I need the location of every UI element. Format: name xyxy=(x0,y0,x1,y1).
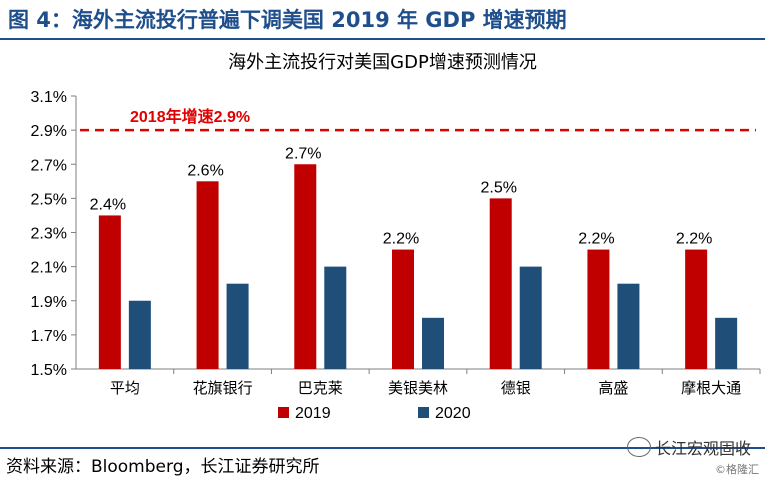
legend-2020-label: 2020 xyxy=(435,405,471,422)
data-label-2019: 2.6% xyxy=(187,162,223,179)
bar-2019 xyxy=(98,215,121,369)
watermark-sub: ©格隆汇 xyxy=(715,463,759,476)
bar-2020 xyxy=(128,300,151,369)
title-divider xyxy=(0,38,765,40)
y-tick-label: 1.7% xyxy=(31,328,67,345)
x-tick-label: 高盛 xyxy=(598,380,628,397)
y-tick-label: 3.1% xyxy=(31,89,67,106)
y-tick-label: 2.3% xyxy=(31,226,67,243)
watermark-text: 长江宏观固收 xyxy=(654,439,751,458)
bar-2020 xyxy=(226,283,249,369)
data-label-2019: 2.2% xyxy=(383,231,419,248)
bar-2019 xyxy=(392,249,414,369)
legend-2019-swatch xyxy=(278,407,289,418)
bar-2019 xyxy=(196,181,219,369)
chart-legend: 2019 2020 xyxy=(278,405,471,422)
chart-title: 海外主流投行对美国GDP增速预测情况 xyxy=(228,52,537,73)
legend-2019-label: 2019 xyxy=(295,405,331,422)
watermark: 长江宏观固收 xyxy=(626,435,751,459)
data-label-2019: 2.2% xyxy=(578,231,614,248)
data-label-2019: 2.5% xyxy=(480,179,516,196)
y-tick-label: 2.1% xyxy=(31,260,67,277)
x-tick-label: 美银美林 xyxy=(388,380,448,397)
bar-2020 xyxy=(715,317,738,369)
wechat-icon xyxy=(626,437,651,457)
data-label-2019: 2.4% xyxy=(90,196,126,213)
y-tick-label: 1.5% xyxy=(31,362,67,379)
chart-labels: 2.4% 2.6% 2.7% 2.2% 2.5% 2.2% 2.2% xyxy=(90,145,713,247)
x-tick-label: 巴克莱 xyxy=(298,380,343,397)
x-tick-label: 平均 xyxy=(110,380,140,397)
x-tick-label: 摩根大通 xyxy=(681,379,741,397)
bar-2019 xyxy=(294,164,317,369)
chart-axes: 1.5% 1.7% 1.9% 2.1% 2.3% 2.5% 2.7% 2.9% 3.1% 平均 花旗… xyxy=(31,89,761,397)
y-tick-label: 1.9% xyxy=(31,294,67,311)
reference-line-group: 2018年增速2.9% xyxy=(80,107,756,132)
source-note: 资料来源：Bloomberg，长江证券研究所 xyxy=(6,457,320,477)
y-tick-label: 2.7% xyxy=(31,157,67,174)
legend-2020-swatch xyxy=(418,407,429,418)
bar-2020 xyxy=(519,266,542,369)
bar-2019 xyxy=(587,249,610,369)
bar-2020 xyxy=(422,317,444,369)
bar-2020 xyxy=(324,266,347,369)
bottom-divider xyxy=(0,447,765,449)
bar-2019 xyxy=(489,198,512,369)
bar-2019 xyxy=(685,249,708,369)
x-tick-label: 花旗银行 xyxy=(193,380,253,397)
x-tick-label: 德银 xyxy=(501,379,531,397)
y-tick-label: 2.9% xyxy=(31,123,67,140)
y-tick-label: 2.5% xyxy=(31,191,67,208)
chart-bars xyxy=(98,164,738,369)
bar-2020 xyxy=(617,283,640,369)
data-label-2019: 2.7% xyxy=(285,145,321,162)
data-label-2019: 2.2% xyxy=(676,231,712,248)
reference-line-label: 2018年增速2.9% xyxy=(130,107,250,126)
figure-title: 图 4：海外主流投行普遍下调美国 2019 年 GDP 增速预期 xyxy=(8,8,567,32)
